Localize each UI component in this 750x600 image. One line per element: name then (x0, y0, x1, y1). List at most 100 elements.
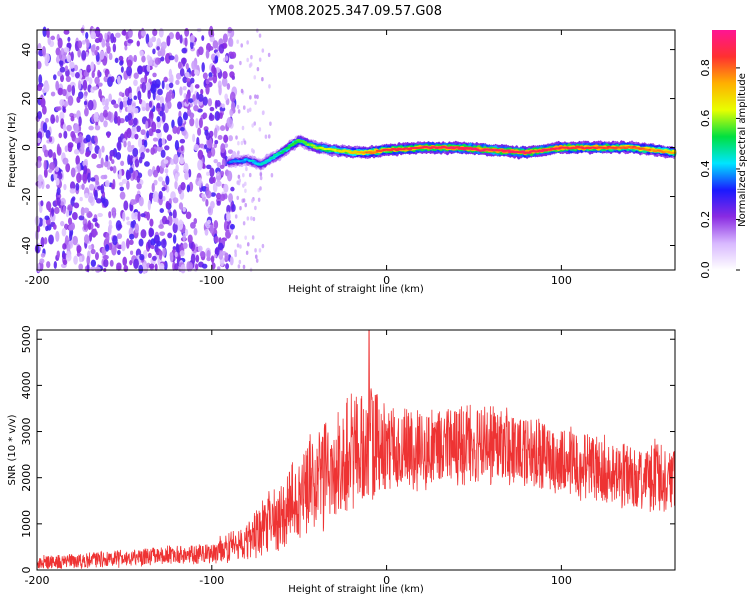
noise-speckle (220, 125, 226, 132)
noise-speckle (62, 106, 66, 113)
noise-speckle (184, 71, 190, 78)
noise-speckle (177, 101, 183, 110)
noise-speckle (63, 100, 69, 107)
noise-speckle (52, 224, 57, 230)
noise-speckle (108, 219, 112, 227)
noise-speckle (42, 122, 48, 133)
noise-speckle (158, 176, 164, 182)
noise-speckle (240, 140, 244, 146)
noise-speckle (153, 179, 158, 186)
noise-speckle (105, 179, 110, 188)
noise-speckle (201, 35, 205, 41)
noise-speckle (73, 255, 78, 265)
noise-speckle (66, 124, 72, 132)
noise-speckle (190, 77, 195, 84)
noise-speckle (158, 27, 164, 38)
noise-speckle (197, 127, 202, 136)
noise-speckle (55, 106, 61, 112)
noise-speckle (132, 157, 136, 163)
noise-speckle (37, 174, 43, 183)
y-tick-label: 5000 (20, 325, 33, 353)
noise-speckle (169, 251, 174, 263)
noise-speckle (201, 193, 206, 198)
noise-speckle (131, 126, 137, 134)
colorbar-tick-label: 0.6 (699, 110, 712, 128)
ridge-segment (520, 150, 526, 153)
noise-speckle (250, 148, 254, 153)
noise-speckle (140, 129, 146, 136)
noise-speckle (152, 48, 156, 55)
noise-speckle (116, 116, 121, 126)
noise-speckle (84, 192, 89, 199)
noise-speckle (208, 28, 214, 38)
noise-speckle (70, 167, 76, 178)
noise-speckle (226, 83, 231, 90)
noise-speckle (254, 254, 258, 259)
noise-speckle (215, 171, 221, 183)
noise-speckle (63, 29, 70, 35)
noise-speckle (148, 227, 154, 238)
noise-speckle (217, 135, 223, 140)
noise-speckle (69, 188, 76, 194)
noise-speckle (218, 44, 225, 54)
noise-speckle (205, 190, 212, 199)
x-tick-label: -200 (25, 574, 50, 587)
noise-speckle (145, 33, 150, 45)
noise-speckle (129, 233, 135, 240)
noise-speckle (120, 66, 124, 73)
noise-speckle (171, 92, 175, 99)
noise-speckle (85, 151, 90, 158)
noise-speckle (49, 162, 56, 171)
noise-speckle (72, 235, 78, 246)
noise-speckle (256, 66, 260, 72)
noise-speckle (145, 148, 150, 153)
noise-speckle (136, 40, 140, 47)
noise-speckle (261, 110, 265, 116)
noise-speckle (145, 102, 150, 112)
y-tick-label: 3000 (20, 418, 33, 446)
noise-speckle (205, 132, 211, 141)
x-tick-label: 0 (383, 274, 390, 287)
noise-speckle (152, 191, 159, 202)
noise-speckle (73, 123, 79, 134)
noise-speckle (93, 228, 97, 237)
noise-speckle (109, 149, 116, 157)
noise-speckle (98, 88, 102, 99)
noise-speckle (60, 118, 65, 126)
noise-speckle (225, 263, 230, 270)
ridge-segment (650, 148, 656, 151)
noise-speckle (208, 46, 214, 51)
noise-speckle (222, 71, 228, 79)
noise-speckle (94, 38, 101, 44)
noise-speckle (40, 97, 46, 108)
noise-speckle (174, 217, 179, 225)
noise-speckle (228, 193, 233, 203)
noise-speckle (67, 204, 73, 212)
noise-speckle (218, 85, 222, 96)
colorbar-ticks: 0.0 0.2 0.4 0.6 0.8 (699, 59, 740, 279)
noise-speckle (88, 195, 94, 204)
noise-speckle (59, 99, 65, 107)
noise-speckle (39, 258, 45, 264)
noise-speckle (140, 213, 146, 218)
noise-speckle (56, 250, 60, 259)
noise-speckle (100, 184, 105, 195)
noise-speckle (98, 82, 103, 87)
noise-speckle (184, 228, 189, 236)
noise-speckle (236, 243, 240, 248)
noise-speckle (116, 249, 121, 256)
noise-speckle (162, 195, 166, 202)
noise-speckle (168, 68, 173, 79)
noise-speckle (141, 106, 146, 112)
noise-speckle (158, 190, 163, 200)
noise-speckle (37, 110, 43, 120)
noise-speckle (54, 166, 60, 173)
noise-speckle (133, 258, 139, 269)
noise-speckle (186, 184, 191, 193)
noise-speckle (163, 122, 169, 133)
noise-speckle (43, 159, 47, 171)
noise-speckle (137, 211, 141, 222)
noise-speckle (94, 135, 98, 143)
noise-speckle (167, 232, 173, 239)
noise-speckle (198, 93, 204, 102)
